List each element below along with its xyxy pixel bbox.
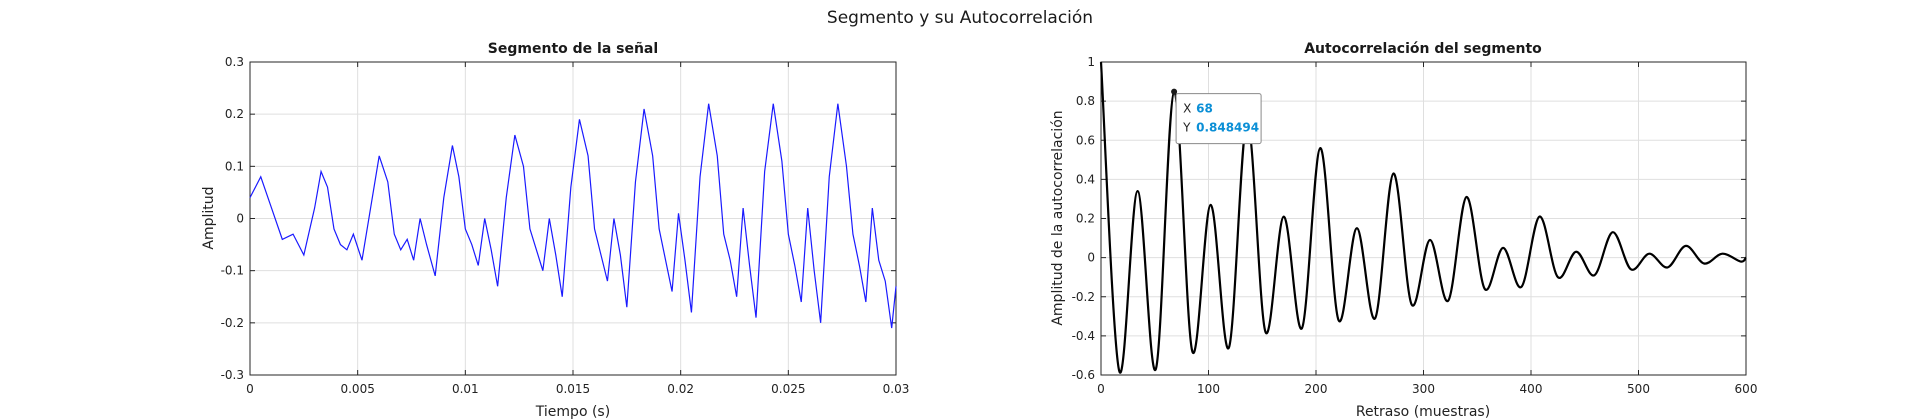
right-y-tick-label: 0.2 [1076,212,1095,226]
left-x-tick-label: 0.02 [667,382,694,396]
right-y-tick-label: 0.4 [1076,172,1095,186]
datatip-x-label: X [1183,102,1191,116]
right-x-tick-label: 400 [1520,382,1543,396]
left-axes-title: Segmento de la señal [488,41,658,57]
datatip-box[interactable] [1175,93,1262,145]
signal-series-line [249,103,897,329]
left-y-tick-label: 0.2 [225,107,244,121]
left-x-tick-label: 0.005 [340,382,374,396]
right-axes: 0 100 200 300 400 500 600 -0.6 -0.4 -0.2 0 0.2 0.4 0.… [1050,41,1757,420]
datatip[interactable]: X 68 Y 0.848494 [1171,88,1262,145]
left-y-tick-label: 0 [236,212,244,226]
figure-title: Segmento y su Autocorrelación [826,8,1094,28]
left-x-axis-label: Tiempo (s) [535,404,610,420]
right-x-tick-label: 200 [1305,382,1328,396]
left-x-tick-label: 0 [246,382,254,396]
left-x-tick-label: 0.01 [452,382,479,396]
left-ticks: 0 0.005 0.01 0.015 0.02 0.025 0.03 -0.3 -0.2 -0.1… [221,55,910,396]
right-x-axis-label: Retraso (muestras) [1356,404,1490,420]
right-y-tick-label: 0.8 [1076,94,1095,108]
left-y-tick-label: 0.3 [225,55,244,69]
right-x-tick-label: 100 [1197,382,1220,396]
left-x-tick-label: 0.015 [556,382,590,396]
left-axes: 0 0.005 0.01 0.015 0.02 0.025 0.03 -0.3 -0.2 -0.1… [201,41,909,420]
right-ticks: 0 100 200 300 400 500 600 -0.6 -0.4 -0.2 0 0.2 0.4 0.… [1072,55,1758,396]
right-y-tick-label: -0.6 [1072,368,1095,382]
left-x-tick-label: 0.03 [883,382,910,396]
right-x-tick-label: 0 [1097,382,1105,396]
right-y-tick-label: 0.6 [1076,133,1095,147]
left-y-tick-label: -0.3 [221,368,244,382]
datatip-marker[interactable] [1171,88,1178,95]
right-axes-title: Autocorrelación del segmento [1304,41,1542,57]
datatip-y-label: Y [1182,121,1191,135]
right-x-tick-label: 300 [1412,382,1435,396]
left-y-tick-label: -0.1 [221,264,244,278]
right-y-axis-label: Amplitud de la autocorrelación [1050,110,1066,325]
left-y-axis-label: Amplitud [201,186,217,249]
datatip-y-value: 0.848494 [1196,121,1259,135]
left-y-tick-label: 0.1 [225,159,244,173]
right-y-tick-label: 1 [1087,55,1095,69]
left-x-tick-label: 0.025 [771,382,805,396]
datatip-x-value: 68 [1196,102,1213,116]
right-y-tick-label: -0.2 [1072,290,1095,304]
right-x-tick-label: 500 [1627,382,1650,396]
right-x-tick-label: 600 [1735,382,1758,396]
right-y-tick-label: -0.4 [1072,329,1095,343]
left-y-tick-label: -0.2 [221,316,244,330]
right-y-tick-label: 0 [1087,251,1095,265]
